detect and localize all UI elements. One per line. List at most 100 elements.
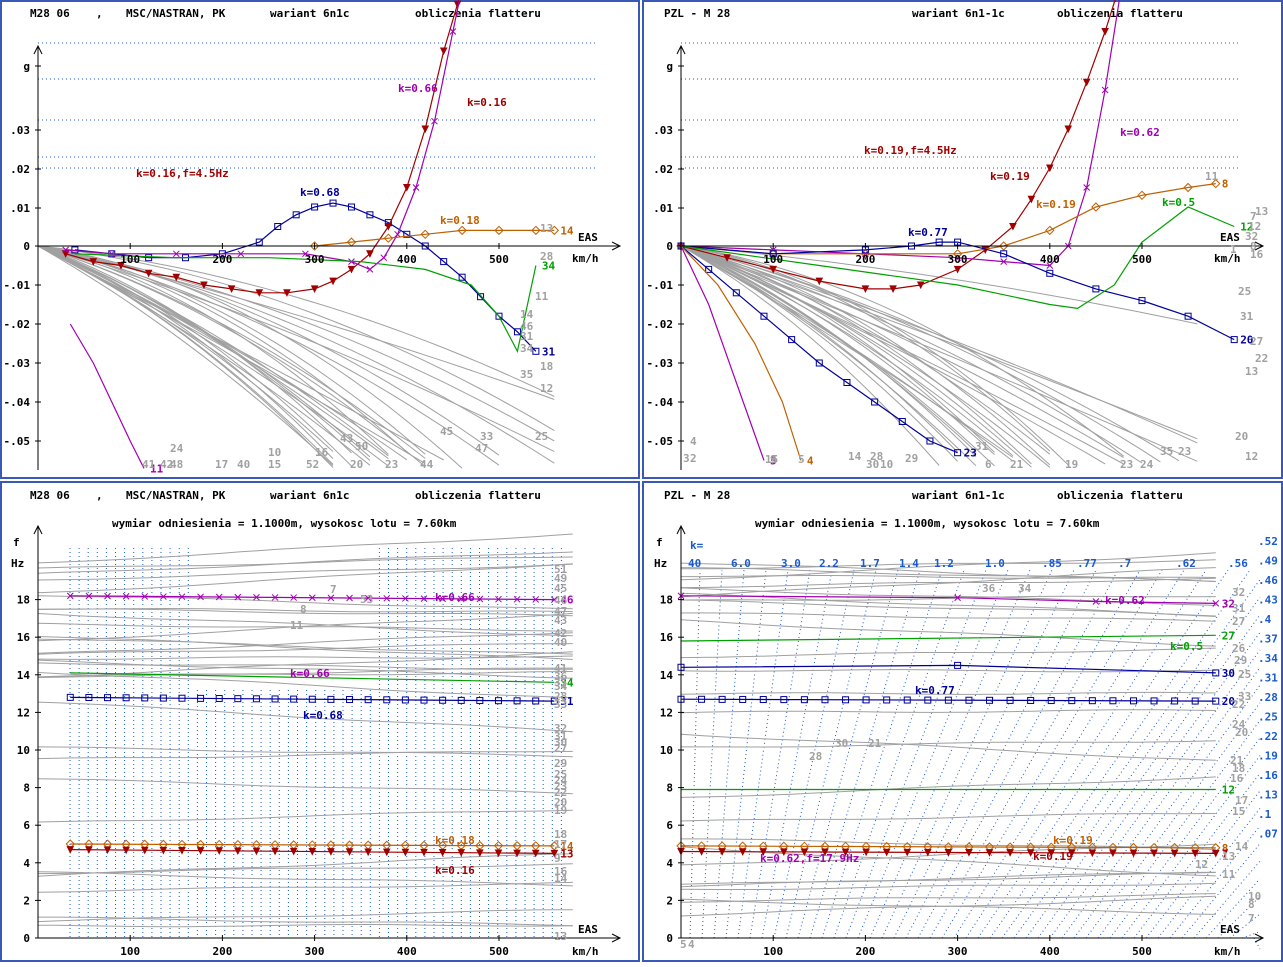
br-annotation-5: k=0.19	[1033, 850, 1073, 863]
tl-series-13-point	[255, 289, 264, 297]
bl-annotation-4: k=0.16	[435, 864, 475, 877]
bl-gray-label-23: 20	[554, 796, 567, 809]
tr-series-8-point	[1091, 202, 1101, 212]
tl-series-14-point	[309, 241, 320, 251]
tr-series-23-point	[954, 449, 962, 457]
tl-series-label-14: 14	[560, 224, 574, 237]
br-series-32-point	[1212, 600, 1220, 607]
series-layer	[61, 0, 1238, 858]
tr-series-23-point	[760, 312, 768, 320]
tr-gray-label-14: 24	[1140, 458, 1154, 471]
tl-series-31-point	[347, 203, 355, 211]
tl-xtick-label: 200	[212, 253, 232, 266]
br-gray-curve-11	[680, 895, 1216, 917]
tr-gray-curve-1	[680, 245, 977, 467]
tl-gray-label-20: 23	[385, 458, 398, 471]
tr-series-23-point	[843, 379, 851, 386]
bl-series-46-point	[215, 593, 223, 601]
tr-series-label-4: 4	[807, 455, 814, 468]
tl-gray-label-8: 18	[540, 360, 553, 373]
br-gray-label-3: 31	[1232, 602, 1246, 615]
tl-series-31-point	[366, 211, 374, 219]
br-gray-curve-16	[681, 559, 1216, 570]
br-kline-33	[1085, 702, 1261, 939]
br-kline-15	[869, 569, 1031, 939]
tr-gray-label-31: 16	[1250, 248, 1264, 261]
bl-gray-curve-15	[37, 563, 573, 594]
br-gray-label-18: 13	[1222, 850, 1235, 863]
br-kscale-top-6: 1.2	[934, 557, 954, 570]
bl-series-46-point	[420, 595, 428, 602]
bl-series-31-point	[420, 696, 428, 704]
tr-series-20	[680, 241, 1235, 341]
tr-gray-label-0: 11	[1205, 170, 1219, 183]
tl-gray-label-22: 45	[440, 425, 453, 438]
br-kline-26	[1001, 579, 1261, 939]
tl-series-46-point	[394, 230, 401, 238]
tl-series-14-point	[549, 225, 560, 236]
tr-annotation-5: k=0.77	[908, 226, 948, 239]
bl-ytick-label: 16	[17, 631, 31, 644]
tl-gray-label-27: 41	[142, 458, 156, 471]
bl-gray-curve-19	[37, 778, 573, 795]
br-xtick-label: 300	[948, 945, 968, 958]
br-header-title: obliczenia flatteru	[1057, 489, 1183, 502]
br-series-7-point	[1211, 849, 1220, 858]
bl-gray-label-29: 14	[554, 872, 568, 885]
bl-gray-label-11: 34	[554, 680, 568, 693]
br-series-30	[680, 664, 1216, 674]
br-ytick-label: 14	[660, 669, 674, 682]
bl-series-46-point	[271, 594, 279, 601]
tl-gray-label-7: 25	[535, 430, 548, 443]
tr-series-23-point	[788, 336, 796, 344]
br-series-20-point	[883, 696, 891, 704]
tr-header-title: obliczenia flatteru	[1057, 7, 1183, 20]
tl-header-sep: ,	[96, 7, 103, 20]
bl-annotation-1: k=0.66	[290, 667, 330, 680]
br-series-7-point	[780, 848, 788, 856]
bl-gray-label-15: 31	[554, 730, 568, 743]
tl-series-31	[74, 202, 537, 352]
tl-series-46-point	[412, 184, 420, 191]
bl-series-31-point	[271, 695, 279, 703]
bl-gray-label-3: 46	[554, 594, 568, 607]
br-kline-2	[713, 569, 745, 939]
tr-gray-label-15: 23	[1120, 458, 1133, 471]
tl-ytick-label: .03	[10, 124, 30, 137]
br-series-20-point	[800, 696, 808, 704]
tr-series-7-point	[1009, 223, 1017, 231]
tl-series-13-point	[384, 223, 393, 231]
bl-header-model: M28 06	[30, 489, 70, 502]
bl-series-31-point	[197, 694, 205, 702]
br-series-20-point	[780, 696, 788, 704]
bl-xlabel-bottom: km/h	[572, 945, 599, 958]
bl-gray-label-17: 27	[554, 742, 567, 755]
br-kscale-top-2: 3.0	[781, 557, 801, 570]
br-annotation-2: k=0.77	[915, 684, 955, 697]
axes-layer	[33, 44, 1265, 943]
br-kline-28	[1025, 614, 1261, 939]
bl-series-13-point	[103, 846, 112, 855]
br-xaxis-arrow	[1254, 933, 1265, 943]
tl-series-label-11: 11	[150, 462, 164, 475]
br-kscale-right-3: .43	[1258, 594, 1278, 607]
tr-ytick-label: .02	[653, 163, 673, 176]
tr-annotation-2: k=0.62	[1120, 126, 1160, 139]
br-series-7-point	[944, 848, 953, 857]
br-annotation-0: k=0.62	[1105, 594, 1145, 607]
tl-gray-label-23: 35	[520, 368, 533, 381]
tr-series-20-point	[1230, 336, 1238, 344]
tl-gray-curve-16	[37, 245, 555, 432]
tl-gray-curve-25	[37, 245, 408, 461]
bl-gray-curve-22	[37, 662, 573, 670]
bl-gray-label-33: 7	[330, 583, 337, 596]
tr-series-20-point	[1000, 250, 1008, 258]
bl-series-31-point	[141, 694, 149, 702]
br-gray-label-27: 21	[868, 737, 882, 750]
tl-series-13-point	[172, 273, 181, 282]
tr-gray-label-25: 5	[798, 453, 805, 466]
br-series-32-point	[954, 594, 961, 602]
tl-annotation-0: k=0.68	[300, 186, 340, 199]
br-kline-11	[821, 569, 943, 939]
